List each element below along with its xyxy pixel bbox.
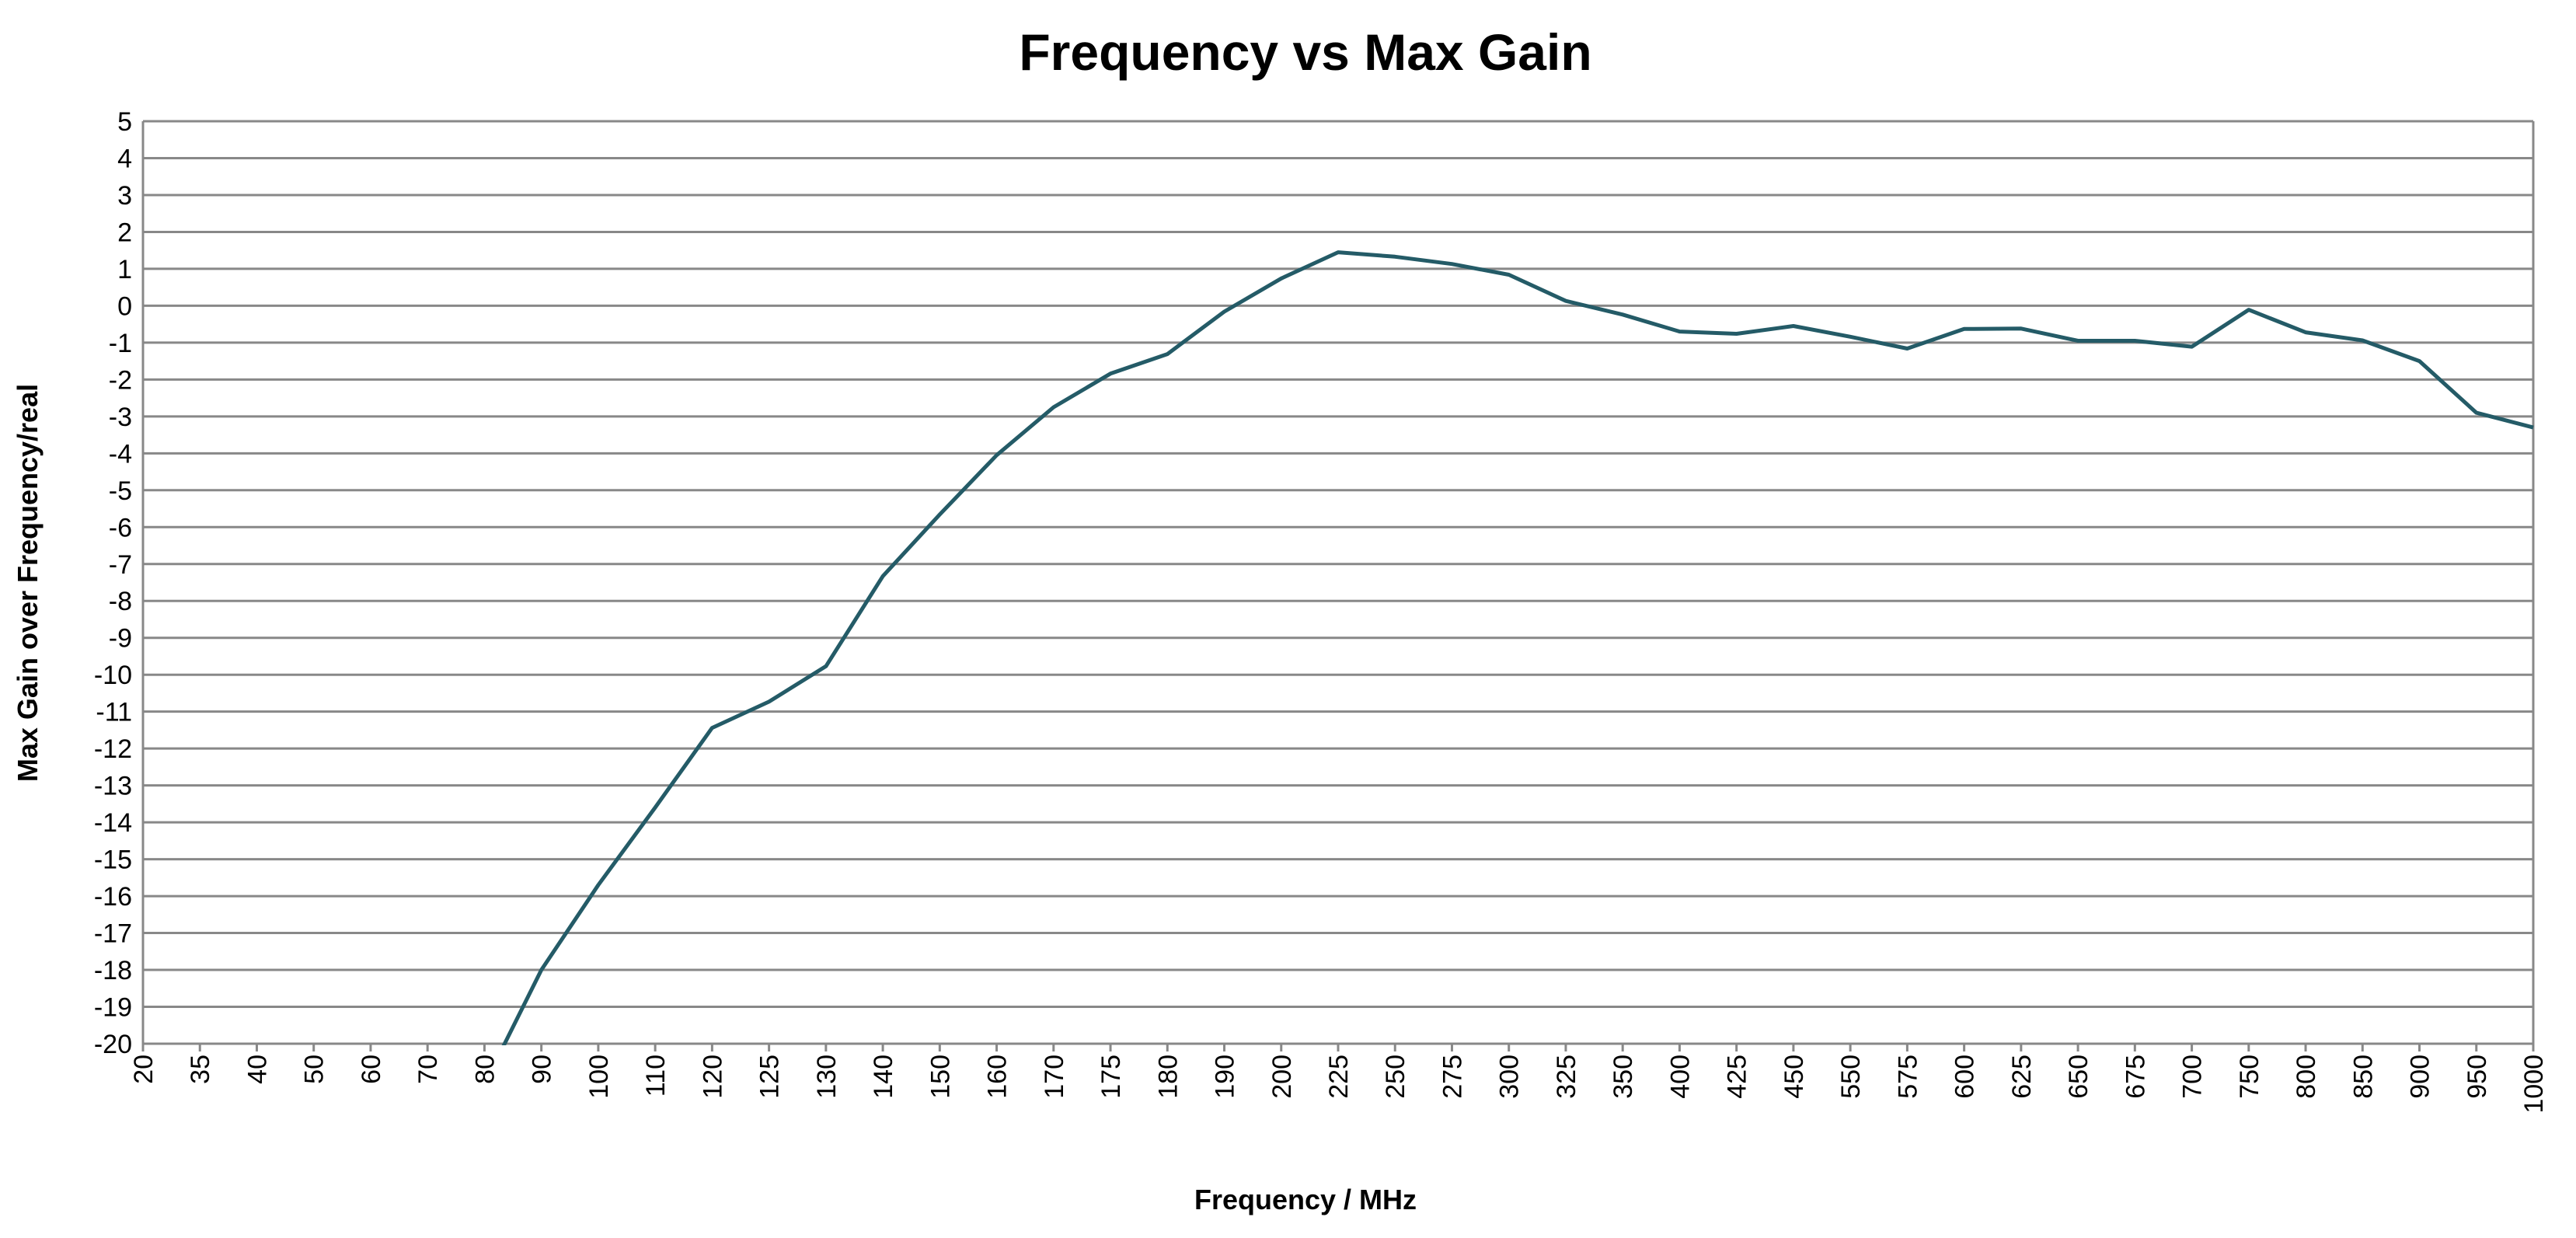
x-tick-label: 400	[1665, 1055, 1695, 1099]
x-tick-label: 650	[2064, 1055, 2093, 1099]
y-tick-labels: 5 4 3 2 1 0 -1 -2 -3 -4 -5 -6 -7 -8 -9 -10 -11 -12 -13 -14 -…	[94, 107, 132, 1059]
y-tick-label: -5	[109, 476, 132, 506]
x-tick-label: 90	[528, 1055, 557, 1084]
x-tick-label: 130	[812, 1055, 842, 1099]
y-tick-label: 3	[117, 181, 132, 211]
x-tick-label: 550	[1836, 1055, 1866, 1099]
x-tick-label: 140	[869, 1055, 898, 1099]
x-tick-label: 190	[1211, 1055, 1240, 1099]
chart-title: Frequency vs Max Gain	[1019, 23, 1591, 81]
x-tick-label: 900	[2406, 1055, 2435, 1099]
x-tick-label: 625	[2007, 1055, 2037, 1099]
y-tick-label: -2	[109, 365, 132, 395]
x-tick-label: 50	[300, 1055, 329, 1084]
gridlines	[143, 121, 2533, 1051]
y-tick-label: -13	[94, 772, 132, 801]
x-tick-label: 850	[2348, 1055, 2378, 1099]
x-tick-label: 70	[413, 1055, 443, 1084]
x-tick-label: 40	[242, 1055, 272, 1084]
y-tick-label: 0	[117, 291, 132, 321]
x-tick-label: 575	[1893, 1055, 1922, 1099]
x-tick-label: 325	[1552, 1055, 1581, 1099]
x-axis-label: Frequency / MHz	[1194, 1184, 1417, 1215]
x-tick-labels: 20 35 40 50 60 70 80 90 100 110 120 125 130 140 150 160…	[129, 1055, 2549, 1114]
y-tick-label: -4	[109, 439, 132, 469]
x-tick-label: 160	[983, 1055, 1013, 1099]
y-axis-label: Max Gain over Frequency/real	[12, 384, 44, 782]
x-tick-label: 450	[1779, 1055, 1809, 1099]
y-tick-label: -1	[109, 329, 132, 358]
x-tick-label: 120	[698, 1055, 727, 1099]
series-group	[484, 252, 2533, 1084]
x-tick-label: 1000	[2519, 1055, 2549, 1114]
x-tick-label: 700	[2178, 1055, 2208, 1099]
x-tick-label: 675	[2121, 1055, 2150, 1099]
x-tick-label: 110	[641, 1055, 671, 1097]
y-tick-label: -15	[94, 846, 132, 875]
y-tick-label: -3	[109, 403, 132, 432]
x-tick-label: 600	[1950, 1055, 1980, 1099]
x-tick-label: 170	[1040, 1055, 1069, 1099]
x-tick-label: 150	[925, 1055, 955, 1099]
y-tick-label: -12	[94, 734, 132, 764]
x-tick-label: 300	[1495, 1055, 1525, 1099]
y-tick-label: 4	[117, 144, 132, 173]
y-tick-label: -10	[94, 661, 132, 690]
x-tick-label: 180	[1153, 1055, 1183, 1099]
x-tick-label: 175	[1096, 1055, 1126, 1099]
y-tick-label: -19	[94, 993, 132, 1023]
y-tick-label: -6	[109, 513, 132, 542]
y-tick-label: -11	[96, 698, 132, 727]
x-tick-label: 35	[186, 1055, 215, 1084]
x-tick-label: 350	[1609, 1055, 1638, 1099]
series-line	[484, 253, 2533, 1085]
y-tick-label: -20	[94, 1030, 132, 1059]
y-tick-label: -7	[109, 550, 132, 580]
y-tick-label: -18	[94, 956, 132, 985]
y-tick-label: 1	[117, 255, 132, 284]
x-tick-label: 125	[755, 1055, 785, 1099]
x-tick-label: 950	[2463, 1055, 2492, 1099]
y-tick-label: -17	[94, 919, 132, 949]
x-tick-label: 425	[1723, 1055, 1752, 1099]
y-tick-label: 2	[117, 218, 132, 247]
x-tick-label: 750	[2235, 1055, 2264, 1099]
y-tick-label: -16	[94, 882, 132, 912]
x-tick-label: 20	[129, 1055, 159, 1084]
x-tick-label: 225	[1324, 1055, 1354, 1099]
y-tick-label: -9	[109, 624, 132, 654]
x-tick-label: 275	[1438, 1055, 1467, 1099]
x-tick-label: 200	[1267, 1055, 1297, 1099]
y-tick-label: 5	[117, 107, 132, 137]
x-tick-label: 100	[584, 1055, 614, 1099]
x-tick-label: 250	[1381, 1055, 1410, 1099]
x-tick-label: 800	[2292, 1055, 2321, 1099]
y-tick-label: -14	[94, 808, 132, 838]
x-tick-label: 60	[357, 1055, 386, 1084]
y-tick-label: -8	[109, 587, 132, 616]
x-tick-label: 80	[470, 1055, 500, 1084]
